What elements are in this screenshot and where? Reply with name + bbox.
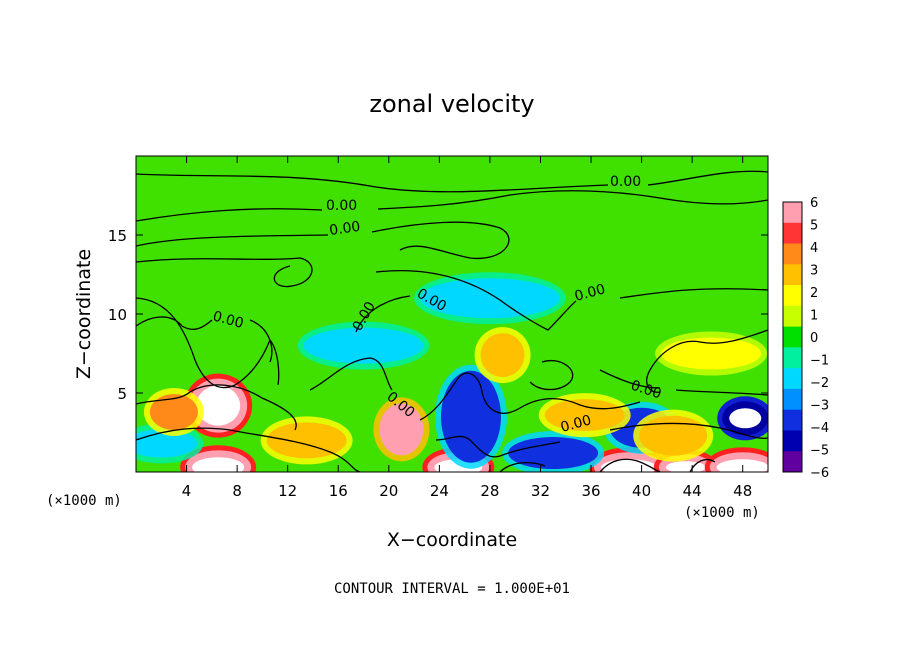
x-unit-label-left: (×1000 m) bbox=[46, 493, 122, 509]
contour-interval-note: CONTOUR INTERVAL = 1.000E+01 bbox=[334, 581, 570, 597]
heatmap-blob bbox=[600, 459, 657, 472]
colorbar-tick-label: −6 bbox=[810, 466, 829, 481]
colorbar-tick-label: −4 bbox=[810, 421, 829, 436]
zero-contour bbox=[136, 170, 768, 193]
colorbar-tick-label: −3 bbox=[810, 399, 829, 414]
heatmap-area: 0.000.000.000.00 0.000.000.000.000.000.00 bbox=[136, 156, 768, 472]
x-tick-label: 28 bbox=[480, 482, 499, 500]
contour-label: 0.00 bbox=[573, 281, 607, 305]
colorbar-segment bbox=[783, 285, 802, 307]
y-tick-label: 15 bbox=[108, 227, 127, 245]
colorbar-segment bbox=[783, 202, 802, 224]
contour-label: 0.00 bbox=[559, 412, 593, 436]
x-tick-label: 24 bbox=[430, 482, 449, 500]
x-tick-label: 20 bbox=[379, 482, 398, 500]
zero-contours bbox=[136, 170, 768, 472]
heatmap-blob bbox=[303, 327, 424, 364]
x-unit-label-right: (×1000 m) bbox=[684, 505, 760, 521]
x-tick-label: 44 bbox=[683, 482, 702, 500]
heatmap-blob bbox=[665, 461, 706, 472]
colorbar-tick-label: 0 bbox=[810, 331, 818, 346]
zero-contour bbox=[646, 329, 768, 393]
colorbar-tick-label: 3 bbox=[810, 264, 818, 279]
colorbar-segment bbox=[783, 409, 802, 431]
zero-contour bbox=[435, 422, 768, 458]
contour-label: 0.00 bbox=[326, 198, 357, 214]
heatmap-blob bbox=[196, 385, 241, 426]
y-axis: 5 10 15 bbox=[108, 227, 768, 403]
colorbar-segment bbox=[783, 264, 802, 286]
zero-contour bbox=[499, 458, 716, 472]
heatmap-blob bbox=[544, 399, 625, 432]
heatmap-blob bbox=[419, 278, 560, 319]
heatmap-blob bbox=[729, 408, 762, 429]
colorbar-tick-label: 4 bbox=[810, 241, 818, 256]
zero-contour bbox=[136, 384, 297, 431]
colorbar-frame bbox=[782, 201, 803, 473]
contour-label: 0.00 bbox=[211, 308, 245, 332]
x-axis-label: X−coordinate bbox=[387, 529, 517, 551]
zero-contour bbox=[136, 316, 273, 363]
colorbar-segment bbox=[783, 305, 802, 328]
x-tick-label: 16 bbox=[329, 482, 348, 500]
heatmap-blob bbox=[136, 429, 198, 458]
heatmap-blob bbox=[508, 437, 599, 470]
colorbar: 6 5 4 3 2 1 0 −1 −2 −3 −4 −5 −6 bbox=[782, 196, 829, 481]
colorbar-segment bbox=[783, 222, 802, 245]
x-tick-label: 4 bbox=[182, 482, 192, 500]
x-tick-label: 8 bbox=[232, 482, 242, 500]
y-tick-label: 10 bbox=[108, 306, 127, 324]
heatmap-blob bbox=[480, 333, 525, 378]
zero-contour bbox=[136, 221, 510, 260]
zero-contour bbox=[355, 269, 768, 333]
x-tick-label: 12 bbox=[278, 482, 297, 500]
colorbar-segment bbox=[783, 451, 802, 473]
colorbar-segment bbox=[783, 326, 802, 348]
zero-contour bbox=[136, 427, 361, 472]
contour-label: 0.00 bbox=[610, 174, 641, 190]
chart-title: zonal velocity bbox=[369, 90, 534, 118]
zero-contour bbox=[136, 297, 280, 389]
y-axis-label: Z−coordinate bbox=[73, 249, 95, 379]
x-tick-label: 32 bbox=[531, 482, 550, 500]
zero-contour bbox=[529, 359, 768, 396]
zero-contour bbox=[136, 190, 768, 222]
colorbar-tick-label: 2 bbox=[810, 286, 818, 301]
colorbar-segment bbox=[783, 388, 802, 411]
heatmap-blob bbox=[149, 393, 198, 430]
x-axis: 4 8 12 16 20 24 28 32 36 40 44 48 bbox=[182, 156, 752, 500]
colorbar-tick-label: −5 bbox=[810, 444, 829, 459]
x-tick-label: 48 bbox=[733, 482, 752, 500]
colorbar-segment bbox=[783, 430, 802, 452]
heatmap-blob bbox=[440, 370, 501, 463]
colorbar-segment bbox=[783, 347, 802, 369]
heatmap-blob bbox=[192, 457, 245, 472]
colorbar-tick-label: 1 bbox=[810, 309, 818, 324]
colorbar-tick-label: −2 bbox=[810, 376, 829, 391]
x-tick-label: 40 bbox=[632, 482, 651, 500]
colorbar-tick-label: −1 bbox=[810, 354, 829, 369]
colorbar-segment bbox=[783, 243, 802, 265]
x-tick-label: 36 bbox=[581, 482, 600, 500]
y-tick-label: 5 bbox=[117, 385, 127, 403]
colorbar-tick-label: 5 bbox=[810, 219, 818, 234]
colorbar-segment bbox=[783, 368, 802, 390]
heatmap-blob bbox=[639, 415, 708, 456]
zero-contour bbox=[309, 357, 641, 421]
heatmap-blob bbox=[379, 403, 424, 456]
heatmap-features bbox=[136, 272, 768, 472]
colorbar-tick-label: 6 bbox=[810, 196, 818, 211]
contour-label: 0.00 bbox=[328, 219, 361, 239]
heatmap-blob bbox=[266, 422, 347, 459]
heatmap-blob bbox=[661, 337, 762, 370]
zero-contour bbox=[136, 257, 313, 288]
